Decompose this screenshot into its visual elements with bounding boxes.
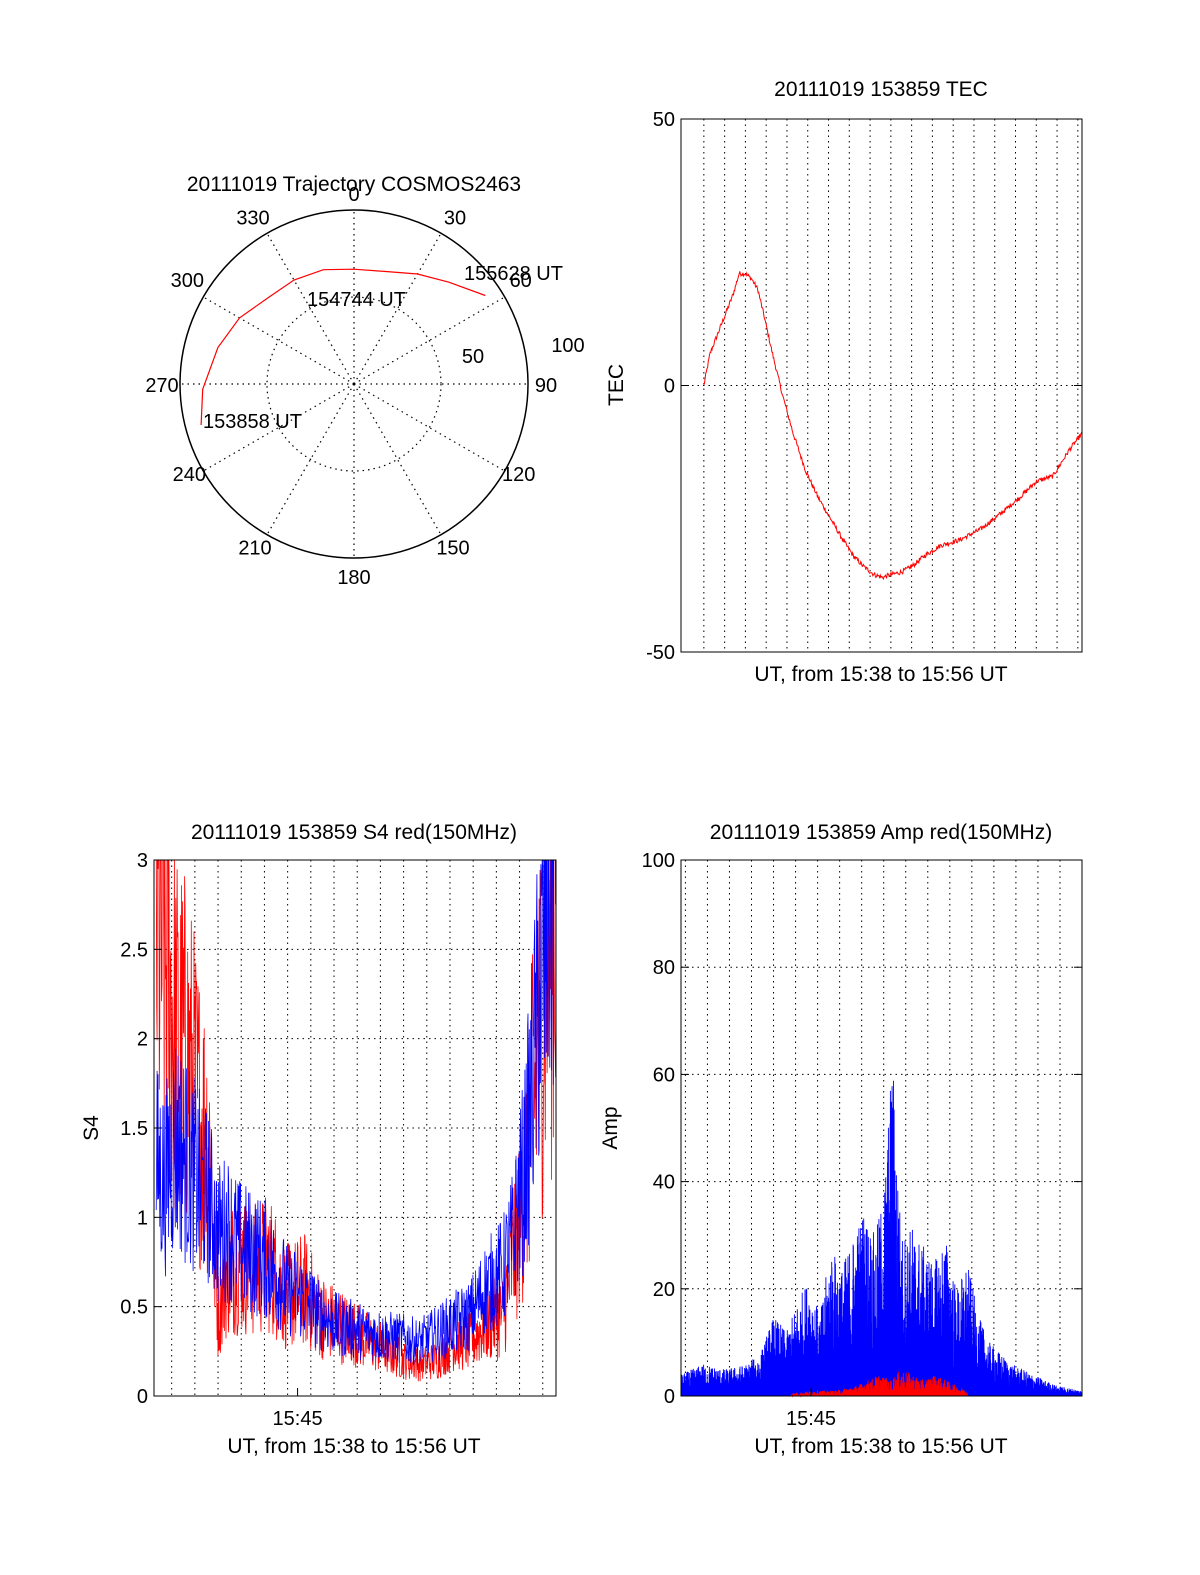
polar-grid <box>179 209 529 559</box>
tec-y-tick-label: 50 <box>653 109 675 131</box>
polar-ring-50 <box>266 296 442 472</box>
s4-blue-line <box>155 860 556 1367</box>
amp-blue-series <box>680 1080 1083 1397</box>
s4-y-tick-label: 2.5 <box>120 939 148 961</box>
polar-azimuth-label: 300 <box>171 270 204 292</box>
polar-annotation: 155628 UT <box>464 263 563 285</box>
amp-series <box>680 1080 1083 1398</box>
amp-red-series <box>790 1371 968 1398</box>
tec-y-ticks: -50 0 50 <box>646 109 1082 664</box>
tec-y-tick-label: 0 <box>664 376 675 398</box>
polar-trajectory-panel: 20111019 Trajectory COSMOS2463 0 30 60 90 12… <box>145 173 584 589</box>
tec-y-tick-label: -50 <box>646 642 675 664</box>
polar-radial-label-100: 100 <box>551 335 584 357</box>
polar-annotation: 153858 UT <box>203 411 302 433</box>
amp-y-tick-label: 80 <box>653 957 675 979</box>
polar-azimuth-label: 60 <box>510 270 532 292</box>
s4-y-tick-label: 1.5 <box>120 1118 148 1140</box>
polar-annotation: 154744 UT <box>307 289 406 311</box>
amp-x-tick-label: 15:45 <box>786 1408 836 1430</box>
polar-spoke <box>203 296 355 385</box>
polar-azimuth-label: 270 <box>145 375 178 397</box>
polar-spoke <box>353 233 442 385</box>
amp-y-ticks: 0 20 40 60 80 100 <box>642 850 1082 1408</box>
polar-azimuth-label: 0 <box>348 184 359 206</box>
amp-y-tick-label: 0 <box>664 1386 675 1408</box>
s4-y-tick-label: 0 <box>137 1386 148 1408</box>
s4-series <box>155 860 556 1382</box>
tec-y-label: TEC <box>605 364 628 406</box>
polar-radial-label-50: 50 <box>462 346 484 368</box>
s4-y-ticks: 0 0.5 1 1.5 2 2.5 3 <box>120 850 162 1408</box>
s4-title: 20111019 153859 S4 red(150MHz) <box>191 821 517 844</box>
polar-azimuth-label: 120 <box>502 464 535 486</box>
polar-azimuth-label: 330 <box>236 207 269 229</box>
amp-y-tick-label: 100 <box>642 850 675 872</box>
s4-x-tick-label: 15:45 <box>273 1408 323 1430</box>
tec-panel: 20111019 153859 TEC -50 0 50 TEC UT, from … <box>605 78 1083 686</box>
tec-title: 20111019 153859 TEC <box>774 78 988 101</box>
amp-title: 20111019 153859 Amp red(150MHz) <box>710 821 1052 844</box>
polar-spoke <box>266 383 355 535</box>
polar-spoke <box>353 383 505 472</box>
polar-radial-labels: 50 100 <box>462 335 585 368</box>
tec-series <box>703 271 1083 580</box>
polar-outer-circle <box>179 209 529 559</box>
polar-annotations: 153858 UT 154744 UT 155628 UT <box>203 263 563 433</box>
polar-title: 20111019 Trajectory COSMOS2463 <box>187 173 521 196</box>
tec-line <box>703 271 1083 580</box>
amp-x-label: UT, from 15:38 to 15:56 UT <box>754 1435 1007 1458</box>
amp-y-label: Amp <box>599 1106 622 1149</box>
amp-panel: 20111019 153859 Amp red(150MHz) 0 20 40 60 8… <box>599 821 1083 1458</box>
polar-azimuth-label: 240 <box>173 464 206 486</box>
polar-azimuth-label: 150 <box>436 538 469 560</box>
polar-trajectory <box>200 268 486 426</box>
amp-y-tick-label: 20 <box>653 1279 675 1301</box>
polar-azimuth-label: 30 <box>444 207 466 229</box>
amp-y-tick-label: 60 <box>653 1064 675 1086</box>
s4-y-tick-label: 2 <box>137 1029 148 1051</box>
polar-azimuth-labels: 0 30 60 90 120 150 180 210 240 270 300 330 <box>145 184 557 589</box>
polar-azimuth-label: 210 <box>238 538 271 560</box>
amp-frame <box>680 859 1083 1397</box>
s4-y-label: S4 <box>80 1115 103 1141</box>
s4-y-tick-label: 1 <box>137 1207 148 1229</box>
polar-trajectory-line <box>200 268 486 426</box>
polar-azimuth-label: 180 <box>337 567 370 589</box>
s4-y-tick-label: 0.5 <box>120 1297 148 1319</box>
polar-spoke <box>266 233 355 385</box>
amp-y-tick-label: 40 <box>653 1172 675 1194</box>
polar-spoke <box>203 383 355 472</box>
tec-x-label: UT, from 15:38 to 15:56 UT <box>754 663 1007 686</box>
polar-spoke <box>353 296 505 385</box>
polar-spoke <box>353 383 442 535</box>
s4-panel: 20111019 153859 S4 red(150MHz) 0 0.5 1 1.5 2… <box>80 821 557 1458</box>
s4-x-label: UT, from 15:38 to 15:56 UT <box>227 1435 480 1458</box>
polar-azimuth-label: 90 <box>535 375 557 397</box>
s4-x-ticks: 15:45 <box>273 1388 323 1430</box>
tec-grid <box>681 119 1082 652</box>
s4-y-tick-label: 3 <box>137 850 148 872</box>
amp-x-ticks: 15:45 <box>786 1388 836 1430</box>
